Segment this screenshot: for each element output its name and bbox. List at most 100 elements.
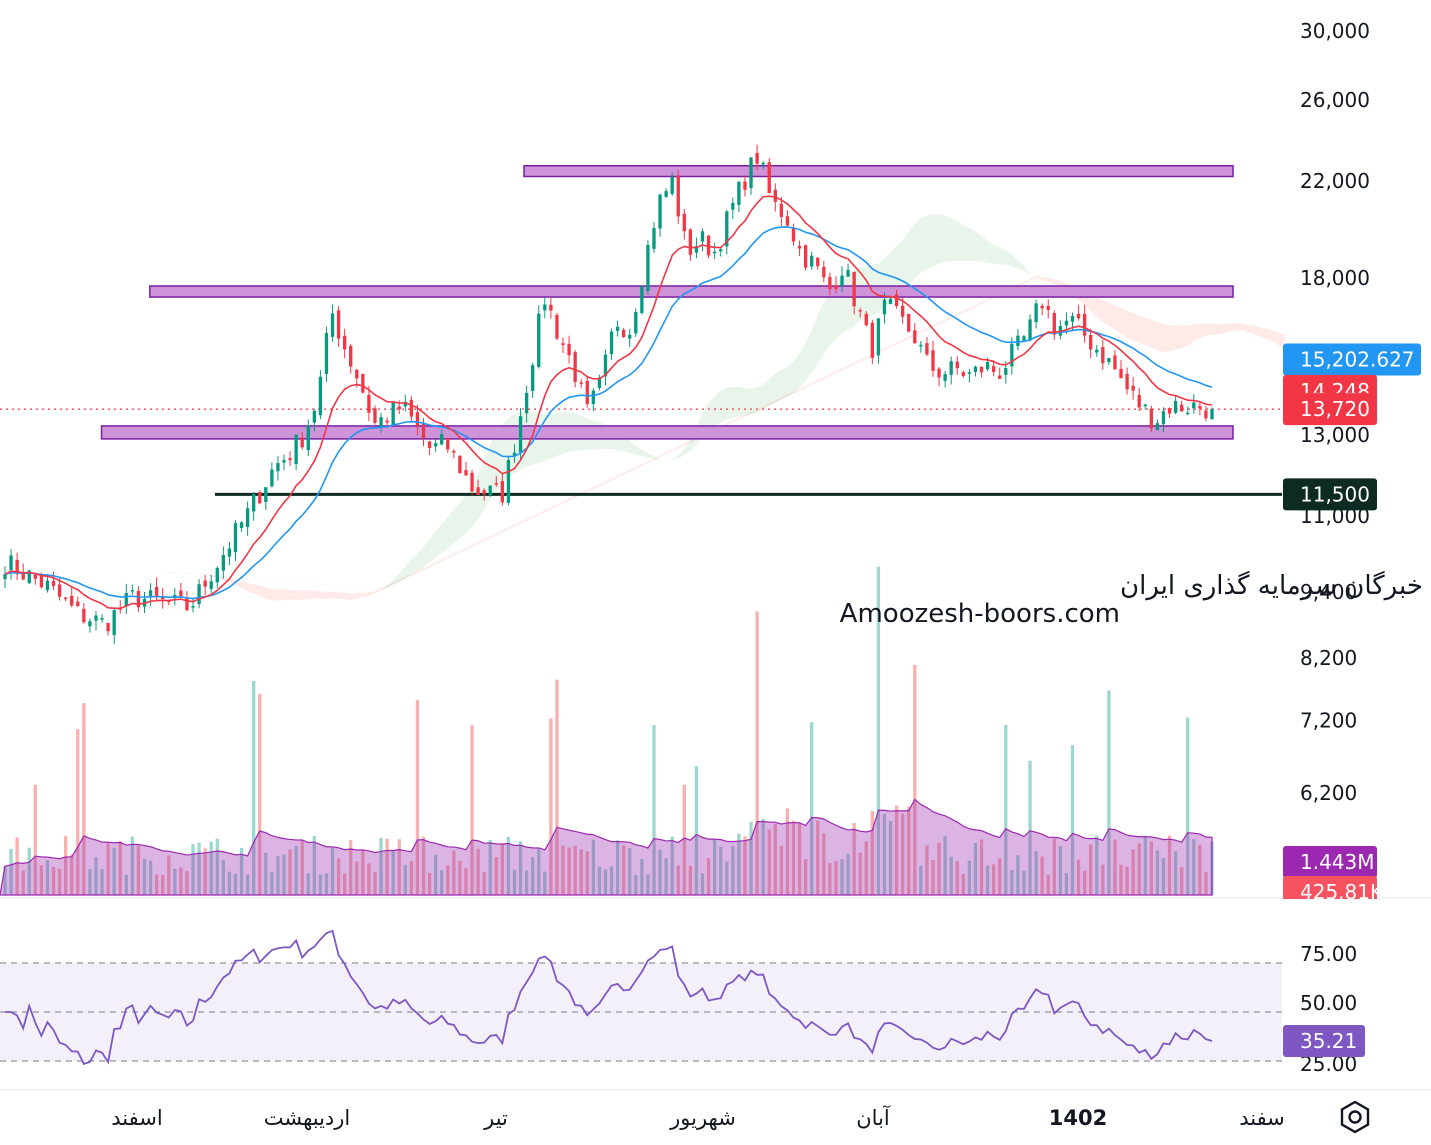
- volume-bar: [1173, 851, 1178, 895]
- candle-body: [888, 298, 893, 304]
- volume-bar: [409, 860, 414, 895]
- candle-body: [1010, 343, 1014, 367]
- volume-bar: [761, 818, 765, 895]
- volume-bar: [591, 839, 595, 895]
- volume-bar: [737, 833, 741, 895]
- rsi-current-badge: [1283, 1024, 1365, 1057]
- candle-body: [1040, 305, 1044, 309]
- candle-body: [282, 460, 286, 463]
- price-badge: [1283, 478, 1377, 511]
- tradingview-logo-icon[interactable]: [1338, 1100, 1372, 1134]
- volume-bar: [991, 864, 996, 895]
- volume-bar: [252, 680, 256, 895]
- candle-body: [973, 366, 978, 372]
- candle-body: [452, 450, 456, 453]
- candle-body: [737, 181, 741, 205]
- volume-bar: [658, 849, 662, 895]
- candle-body: [955, 361, 959, 369]
- volume-bar: [336, 858, 341, 895]
- time-tick-label: 1402: [1049, 1106, 1107, 1130]
- watermark-line-2: Amoozesh-boors.com: [840, 599, 1120, 629]
- volume-bar: [270, 872, 274, 895]
- volume-bar: [258, 693, 262, 895]
- volume-bar: [894, 805, 899, 895]
- candle-body: [1161, 411, 1166, 425]
- price-tick-label: 13,000: [1300, 423, 1370, 447]
- volume-bar: [555, 679, 559, 895]
- volume-bar: [361, 849, 365, 895]
- price-badge-label: 13,720: [1300, 397, 1370, 421]
- price-tick-label: 8,200: [1300, 646, 1357, 670]
- candle-body: [203, 580, 207, 587]
- volume-bar: [276, 856, 280, 895]
- volume-bar: [567, 847, 571, 895]
- price-badge-label: 15,202.627: [1300, 348, 1415, 372]
- volume-bar: [476, 848, 480, 895]
- candle-body: [197, 584, 201, 605]
- volume-bar: [573, 845, 577, 895]
- candle-body: [500, 481, 505, 503]
- candle-body: [943, 374, 947, 381]
- volume-bar: [876, 566, 881, 895]
- candle-body: [858, 310, 862, 312]
- candle-body: [245, 508, 250, 528]
- volume-bar: [979, 839, 984, 895]
- candle-body: [88, 621, 92, 627]
- volume-bar: [385, 838, 389, 895]
- candle-body: [21, 571, 25, 580]
- volume-bar: [282, 854, 286, 895]
- volume-bar: [864, 841, 868, 895]
- candle-body: [342, 335, 347, 350]
- price-badge: [1283, 343, 1421, 376]
- candle-body: [45, 580, 50, 591]
- candle-body: [221, 555, 226, 571]
- candle-body: [567, 343, 571, 356]
- candle-body: [70, 595, 74, 606]
- volume-bar: [810, 722, 814, 895]
- volume-bar: [1095, 835, 1099, 895]
- candle-body: [640, 286, 644, 314]
- volume-bar: [1186, 717, 1190, 895]
- candle-body: [57, 584, 62, 597]
- candle-body: [494, 483, 498, 485]
- badge-clip: [1283, 899, 1431, 911]
- candle-body: [288, 458, 292, 461]
- volume-bar: [1028, 760, 1032, 895]
- candle-body: [63, 597, 68, 600]
- candle-body: [773, 189, 777, 202]
- candle-body: [743, 181, 747, 190]
- volume-bar: [919, 865, 923, 895]
- candle-body: [1034, 303, 1038, 323]
- price-axis[interactable]: 30,00026,00022,00018,00013,00011,0009,40…: [1300, 19, 1370, 805]
- candle-body: [3, 574, 7, 580]
- volume-bar: [57, 868, 62, 895]
- volume-bar: [415, 699, 420, 895]
- volume-bar: [773, 823, 777, 895]
- volume-bar: [324, 873, 329, 895]
- volume-bar: [1040, 856, 1044, 895]
- volume-bar: [719, 846, 723, 895]
- volume-bar: [355, 861, 359, 895]
- candle-body: [1016, 335, 1020, 347]
- time-axis[interactable]: اسفند اردیبهشت تیر شهریور آبان 1402 سفند: [0, 1089, 1431, 1130]
- candle-body: [440, 434, 444, 445]
- volume-bar: [682, 784, 686, 895]
- candle-body: [191, 606, 195, 608]
- volume-bar: [634, 874, 638, 895]
- candle-body: [712, 251, 717, 254]
- volume-bar: [1125, 866, 1129, 895]
- volume-bar: [306, 873, 310, 895]
- volume-bar: [1155, 850, 1160, 895]
- volume-bar: [51, 866, 56, 895]
- candle-body: [779, 203, 784, 217]
- candle-body: [130, 590, 135, 592]
- time-tick-label: اسفند: [111, 1106, 162, 1130]
- candle-body: [834, 285, 838, 290]
- volume-bar: [161, 874, 165, 895]
- time-tick-label: آبان: [856, 1105, 891, 1130]
- candle-body: [907, 313, 911, 332]
- candle-body: [828, 276, 832, 290]
- candle-body: [264, 487, 268, 502]
